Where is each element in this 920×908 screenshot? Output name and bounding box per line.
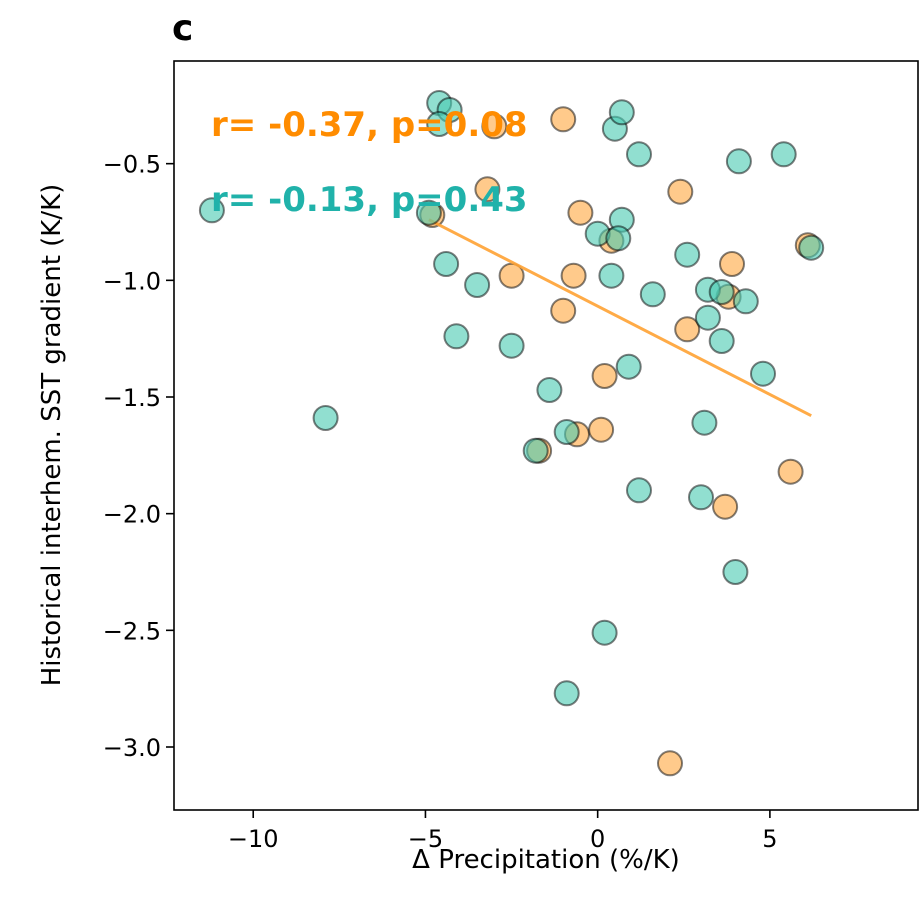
scatter-point-teal — [722, 559, 749, 585]
scatter-point-teal — [608, 99, 635, 126]
scatter-point-teal — [694, 304, 721, 331]
scatter-point-teal — [553, 419, 580, 445]
x-axis-label: Δ Precipitation (%/K) — [412, 845, 680, 875]
x-tick-label: 0 — [590, 825, 605, 853]
scatter-point-orange — [591, 363, 618, 389]
y-tick-label: −1.5 — [103, 384, 161, 412]
y-tick-label: −0.5 — [103, 151, 161, 179]
scatter-point-teal — [464, 272, 491, 298]
scatter-point-teal — [415, 199, 442, 226]
x-tick-label: 5 — [762, 825, 777, 853]
scatter-point-teal — [591, 619, 618, 646]
scatter-point-orange — [560, 262, 587, 289]
scatter-point-teal — [688, 484, 714, 511]
scatter-point-teal — [443, 323, 470, 350]
panel-label: c — [172, 8, 193, 49]
scatter-point-teal — [426, 111, 453, 137]
scatter-point-teal — [674, 241, 701, 268]
y-axis: −3.0 −2.5 −2.0 −1.5 −1.0 −0.5 — [103, 151, 174, 762]
x-tick-label: −5 — [408, 825, 443, 853]
y-axis-label: Historical interhem. SST gradient (K/K) — [37, 184, 67, 687]
scatter-point-teal — [708, 328, 735, 354]
axes-frame — [173, 60, 919, 811]
scatter-point-orange — [712, 493, 739, 520]
x-tick-label: −10 — [228, 825, 279, 853]
scatter-point-orange — [674, 316, 701, 343]
x-axis: −10 −5 0 5 — [228, 810, 778, 853]
scatter-point-orange — [657, 750, 683, 777]
scatter-point-teal — [626, 477, 652, 504]
scatter-point-teal — [615, 353, 642, 380]
y-tick-label: −3.0 — [103, 734, 161, 762]
scatter-point-orange — [667, 178, 694, 205]
scatter-point-teal — [498, 332, 525, 359]
scatter-point-orange — [474, 176, 501, 203]
scatter-point-orange — [777, 458, 804, 485]
scatter-point-teal — [433, 251, 460, 277]
scatter-point-teal — [770, 141, 797, 168]
scatter-point-teal — [732, 288, 759, 315]
scatter-point-orange — [719, 251, 745, 277]
y-tick-label: −2.5 — [103, 617, 161, 645]
correlation-annotation-teal: r= -0.13, p=0.43 — [211, 180, 528, 220]
scatter-point-teal — [691, 409, 718, 436]
scatter-point-orange — [588, 416, 615, 443]
scatter-point-orange — [567, 199, 594, 226]
scatter-point-teal — [312, 405, 339, 431]
scatter-point-teal — [605, 225, 632, 252]
scatter-point-teal — [798, 234, 825, 261]
scatter-point-teal — [536, 377, 563, 403]
scatter-point-teal — [598, 262, 625, 289]
correlation-annotation-orange: r= -0.37, p=0.08 — [211, 105, 528, 145]
scatter-point-orange — [550, 106, 577, 133]
scatter-point-teal — [750, 360, 776, 387]
scatter-point-teal — [708, 279, 735, 305]
scatter-point-teal — [198, 197, 225, 224]
scatter-point-teal — [626, 141, 652, 168]
plot-area — [198, 90, 825, 777]
scatter-point-teal — [553, 680, 580, 707]
scatter-point-teal — [522, 437, 549, 464]
regression-line — [428, 218, 812, 418]
scatter-point-teal — [639, 281, 666, 308]
scatter-point-teal — [725, 148, 752, 175]
y-tick-label: −1.0 — [103, 267, 161, 295]
y-tick-label: −2.0 — [103, 501, 161, 529]
scatter-point-orange — [550, 297, 577, 324]
scatter-point-orange — [481, 113, 508, 140]
